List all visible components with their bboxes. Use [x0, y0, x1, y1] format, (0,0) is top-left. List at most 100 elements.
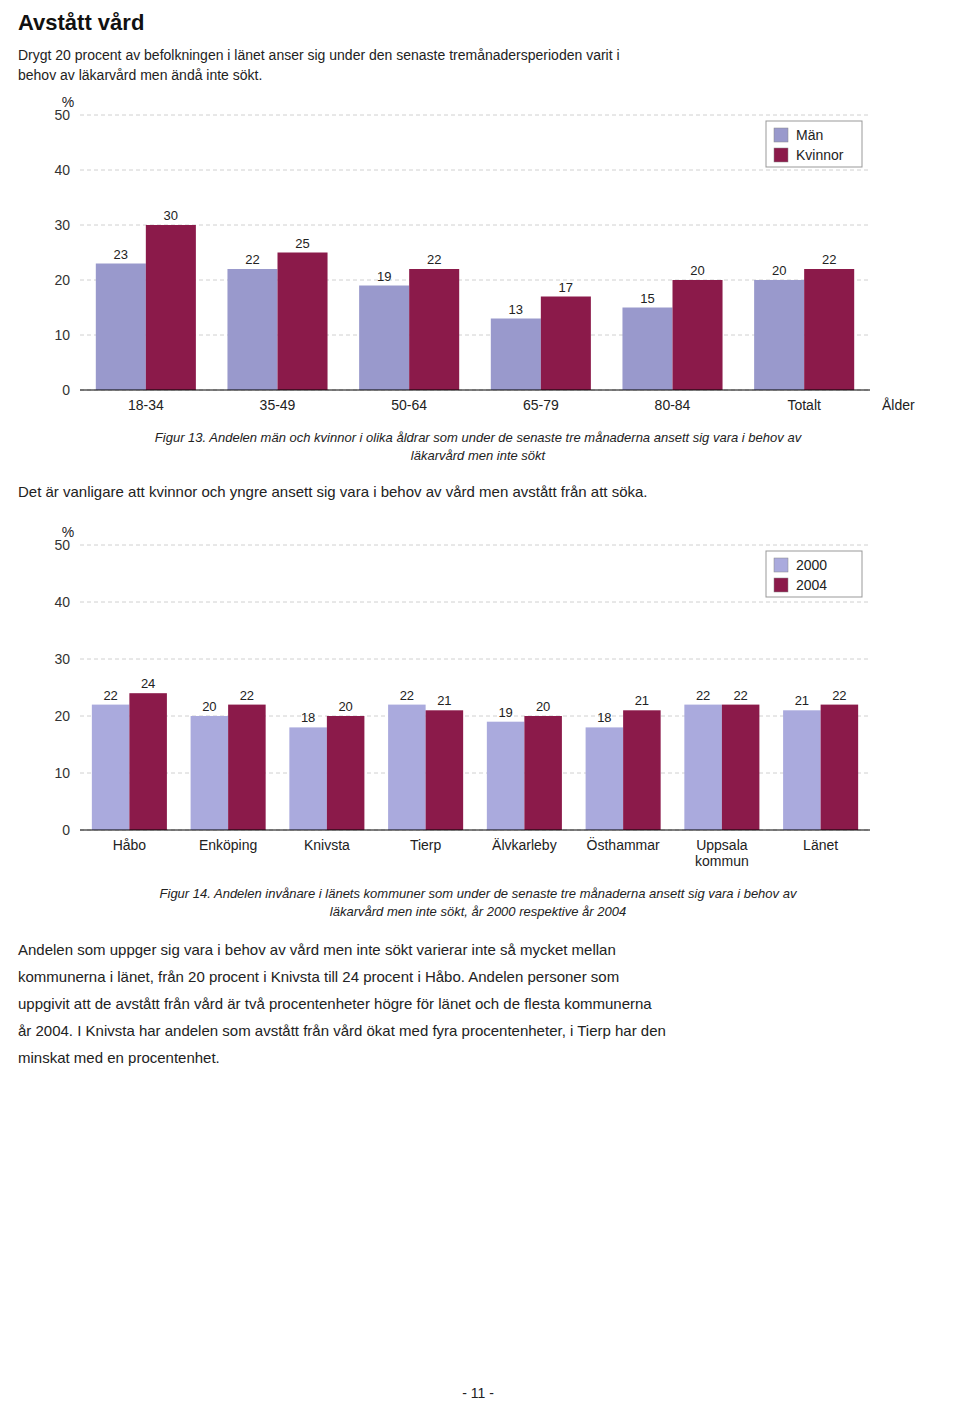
data-label: 22 [240, 688, 254, 703]
data-label: 22 [245, 252, 259, 267]
bars [96, 225, 854, 390]
data-label: 20 [338, 699, 352, 714]
body-text: kommunerna i länet, från 20 procent i Kn… [18, 968, 619, 985]
bar [783, 710, 821, 830]
bar [228, 705, 266, 830]
data-labels: 22201822191822212422202120212222 [103, 676, 846, 725]
y-tick-label: 30 [54, 217, 70, 233]
x-tick-label: 35-49 [260, 397, 296, 413]
bar [388, 705, 426, 830]
page: Avstått vård Drygt 20 procent av befolkni… [0, 0, 960, 1416]
bar [426, 710, 464, 830]
x-tick-label: Knivsta [304, 837, 350, 853]
bar [754, 280, 804, 390]
y-tick-label: 20 [54, 708, 70, 724]
caption: läkarvård men inte sökt [411, 448, 547, 463]
data-label: 20 [536, 699, 550, 714]
text-line: Uppsala [696, 837, 748, 853]
bar [92, 705, 130, 830]
bar [327, 716, 365, 830]
data-label: 18 [301, 710, 315, 725]
caption: Figur 14. Andelen invånare i länets komm… [160, 886, 798, 901]
legend-box [766, 121, 862, 167]
bar [673, 280, 723, 390]
legend-box [766, 551, 862, 597]
caption: Figur 13. Andelen män och kvinnor i olik… [155, 430, 803, 445]
body-text: år 2004. I Knivsta har andelen som avstå… [18, 1022, 666, 1039]
grid-line [80, 602, 870, 603]
data-label: 22 [103, 688, 117, 703]
y-tick-label: 0 [62, 382, 70, 398]
data-label: 22 [400, 688, 414, 703]
legend-swatch [774, 148, 788, 162]
x-tick-label: Älvkarleby [492, 837, 557, 853]
data-label: 21 [437, 693, 451, 708]
legend-swatch [774, 558, 788, 572]
bar [146, 225, 196, 390]
x-tick-label: Enköping [199, 837, 257, 853]
legend-swatch [774, 578, 788, 592]
caption: läkarvård men inte sökt, år 2000 respekt… [330, 904, 626, 919]
x-tick-label: 80-84 [655, 397, 691, 413]
data-label: 22 [832, 688, 846, 703]
legend: MänKvinnor [766, 121, 862, 167]
x-tick-label: Uppsalakommun [695, 837, 749, 869]
body-text: minskat med en procentenhet. [18, 1049, 220, 1066]
bar [804, 269, 854, 390]
y-tick-label: 40 [54, 594, 70, 610]
data-label: 22 [822, 252, 836, 267]
data-label: 23 [114, 247, 128, 262]
x-tick-label: 50-64 [391, 397, 427, 413]
bar [541, 297, 591, 391]
y-tick-label: 20 [54, 272, 70, 288]
data-label: 15 [640, 291, 654, 306]
bar [289, 727, 327, 830]
x-tick-label: Totalt [787, 397, 821, 413]
bar [491, 319, 541, 391]
bar [524, 716, 562, 830]
x-tick-label: Länet [803, 837, 838, 853]
bars [92, 693, 858, 830]
grid-line [80, 659, 870, 660]
bar-chart: %0102030405023221913152030252217202218-3… [54, 94, 915, 463]
bar [227, 269, 277, 390]
y-tick-label: 0 [62, 822, 70, 838]
grid-line [80, 280, 870, 281]
bar [623, 710, 661, 830]
data-label: 24 [141, 676, 155, 691]
y-tick-label: 10 [54, 765, 70, 781]
grid-line [80, 830, 870, 831]
data-label: 21 [635, 693, 649, 708]
x-tick-label: 65-79 [523, 397, 559, 413]
data-label: 30 [164, 208, 178, 223]
text-line: kommun [695, 853, 749, 869]
legend-swatch [774, 128, 788, 142]
data-label: 25 [295, 236, 309, 251]
body-text: Andelen som uppger sig vara i behov av v… [18, 941, 616, 958]
y-tick-label: 50 [54, 107, 70, 123]
bar [409, 269, 459, 390]
data-label: 20 [772, 263, 786, 278]
title: Avstått vård [18, 10, 144, 35]
bar-chart: %010203040502220182219182221242220212021… [54, 524, 870, 919]
x-tick-label: Östhammar [587, 836, 660, 853]
data-label: 22 [696, 688, 710, 703]
y-tick-label: 30 [54, 651, 70, 667]
grid-line [80, 225, 870, 226]
intro-text: behov av läkarvård men ändå inte sökt. [18, 67, 262, 83]
data-label: 22 [733, 688, 747, 703]
x-tick-label: Tierp [410, 837, 442, 853]
bar [96, 264, 146, 391]
bar [191, 716, 229, 830]
intro-text: Drygt 20 procent av befolkningen i länet… [18, 47, 620, 63]
data-label: 13 [509, 302, 523, 317]
y-tick-label: 10 [54, 327, 70, 343]
bar [487, 722, 525, 830]
x-axis-line [80, 830, 870, 831]
data-label: 22 [427, 252, 441, 267]
grid-line [80, 170, 870, 171]
data-label: 17 [559, 280, 573, 295]
body-text: uppgivit att de avstått från vård är två… [18, 995, 652, 1012]
data-label: 20 [202, 699, 216, 714]
legend-label: 2000 [796, 557, 827, 573]
